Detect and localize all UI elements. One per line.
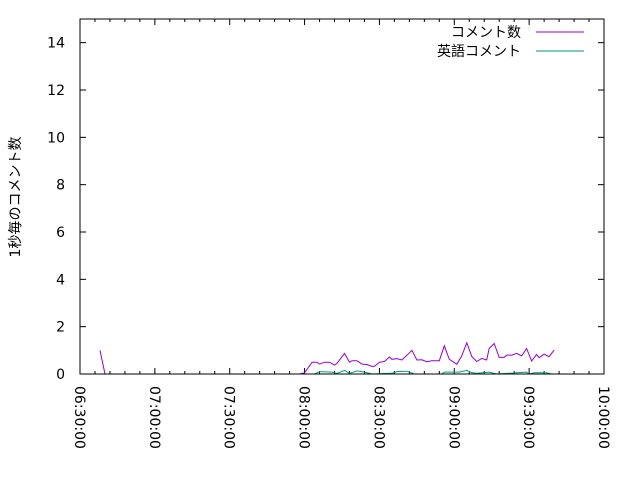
- x-tick-label: 09:00:00: [445, 386, 461, 449]
- y-tick-label: 14: [47, 36, 65, 52]
- x-tick-label: 09:30:00: [520, 386, 536, 449]
- y-tick-label: 12: [47, 83, 65, 99]
- x-tick-labels: 06:30:00 07:00:00 07:30:00 08:00:00 08:30:00…: [71, 386, 611, 449]
- legend: コメント数 英語コメント: [437, 25, 584, 60]
- plot-frame: [79, 18, 605, 375]
- series-line-0: [99, 341, 555, 375]
- y-tick-label: 4: [56, 272, 65, 288]
- x-tick-label: 08:30:00: [370, 386, 386, 449]
- y-tick-label: 6: [56, 225, 65, 241]
- series-lines: [99, 341, 555, 375]
- y-tick-label: 8: [56, 178, 65, 194]
- series-line-1: [314, 369, 552, 375]
- x-tick-label: 08:00:00: [296, 386, 312, 449]
- y-tick-label: 0: [56, 367, 65, 383]
- y-axis-label: 1秒毎のコメント数: [8, 137, 24, 258]
- y-tick-label: 2: [56, 320, 65, 336]
- x-tick-label: 07:30:00: [221, 386, 237, 449]
- legend-label-1: 英語コメント: [437, 43, 521, 60]
- axis-ticks: [79, 19, 605, 375]
- y-tick-labels: 0 2 4 6 8 10 12 14: [47, 36, 65, 383]
- legend-label-0: コメント数: [451, 25, 521, 41]
- x-tick-label: 10:00:00: [595, 386, 611, 449]
- y-tick-label: 10: [47, 130, 65, 146]
- x-tick-label: 06:30:00: [71, 386, 87, 449]
- x-tick-label: 07:00:00: [146, 386, 162, 449]
